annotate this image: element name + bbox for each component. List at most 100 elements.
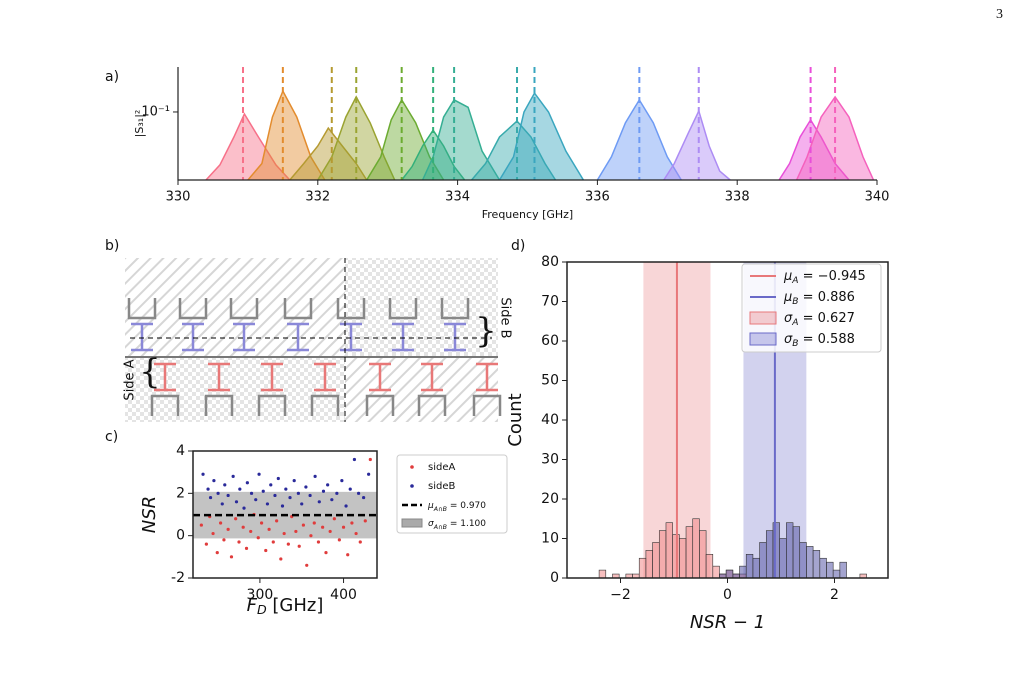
peak-area [289, 128, 367, 180]
brace: } [475, 311, 497, 351]
resonator [444, 322, 466, 352]
bar [739, 565, 747, 579]
point [296, 491, 300, 495]
point [326, 483, 330, 487]
point [256, 536, 260, 540]
point [301, 523, 305, 527]
point [284, 487, 288, 491]
legend-marker [749, 332, 777, 346]
resonator-pad [365, 394, 395, 416]
peak-area [779, 119, 850, 180]
peak-area [205, 114, 290, 180]
bar [638, 557, 647, 579]
text: = 0.970 [447, 501, 486, 511]
symbol: σ [784, 332, 793, 347]
text: = 0.588 [799, 332, 855, 347]
y-tick-label: 50 [541, 373, 559, 389]
point [206, 487, 210, 491]
legend-label: σA∩B = 1.100 [428, 519, 486, 532]
legend-label: σB = 0.588 [784, 332, 855, 349]
y-tick-label: 40 [541, 412, 559, 428]
text: = 0.886 [799, 290, 855, 305]
point [254, 498, 258, 502]
y-tick-label: 2 [176, 485, 185, 501]
dotted-region [345, 258, 498, 357]
y-tick-label: 10 [541, 531, 559, 547]
point [275, 519, 279, 523]
point [238, 487, 242, 491]
point [363, 519, 367, 523]
point [368, 457, 372, 462]
y-axis-label: |S₃₁|² [133, 110, 146, 138]
point [312, 521, 316, 525]
point [215, 551, 219, 555]
legend-box [741, 263, 882, 353]
x-tick-label: 332 [305, 190, 330, 205]
legend-label: sideB [428, 481, 455, 492]
axes-frame [566, 261, 889, 579]
point [348, 487, 352, 491]
point [297, 544, 301, 548]
point [294, 529, 298, 534]
bar [692, 518, 700, 579]
bar [812, 550, 821, 579]
point [337, 538, 341, 542]
subscript: A∩B [433, 524, 447, 531]
bar [705, 553, 714, 579]
point [220, 502, 224, 506]
point [269, 483, 273, 487]
point [261, 489, 265, 493]
point [317, 500, 321, 504]
resonator [261, 362, 283, 392]
point [357, 491, 361, 495]
point [242, 506, 246, 510]
bar [832, 569, 841, 579]
bar [752, 557, 760, 579]
y-tick-label: 70 [541, 294, 559, 310]
resonator-pad [310, 394, 340, 416]
peak-line [205, 112, 291, 181]
point [208, 495, 213, 500]
symbol: μ [427, 501, 434, 511]
bar [598, 569, 607, 579]
point [313, 474, 317, 478]
point [273, 493, 277, 498]
bar [765, 530, 774, 579]
peak-line [498, 91, 585, 181]
resonator [182, 322, 204, 352]
point [341, 525, 346, 529]
point [212, 479, 216, 483]
resonator [208, 362, 230, 392]
point [304, 485, 308, 489]
text: [GHz] [267, 595, 324, 616]
bar [839, 561, 847, 579]
resonator-pad [150, 394, 180, 416]
bar [786, 522, 794, 579]
diagram: b) } { Side B Side A [105, 238, 513, 422]
y-tick-label: -2 [171, 570, 185, 586]
resonator-pad [178, 298, 208, 320]
x-tick-label: 300 [247, 587, 274, 603]
point [308, 493, 312, 498]
y-tick-label: 0 [550, 570, 559, 586]
y-tick-label: 20 [541, 491, 559, 507]
resonator [392, 322, 414, 352]
point [234, 500, 239, 504]
point [244, 546, 249, 550]
panel-label: a) [105, 69, 119, 85]
point [204, 542, 208, 546]
legend-box [396, 454, 508, 534]
bar [725, 569, 734, 579]
y-tick-label: 0 [176, 528, 185, 544]
resonator-pad [388, 298, 418, 320]
legend-marker [749, 311, 777, 325]
resonators [127, 298, 502, 416]
point [300, 502, 304, 506]
point [332, 517, 336, 521]
point [216, 491, 220, 495]
text: = 0.627 [798, 311, 854, 326]
legend-label: μB = 0.886 [783, 290, 855, 307]
resonator [131, 322, 153, 352]
point [234, 517, 238, 521]
